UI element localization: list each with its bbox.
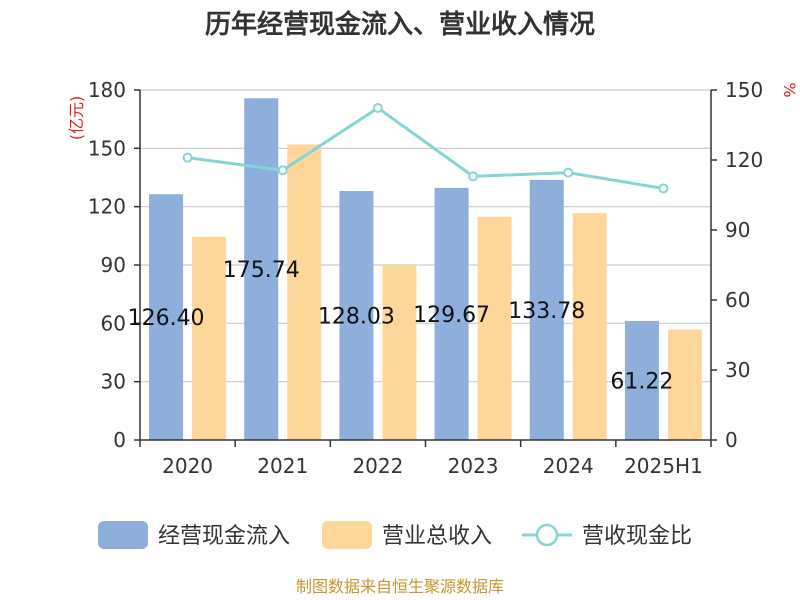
x-tick-label: 2021 (257, 454, 308, 478)
left-tick-label: 60 (101, 311, 126, 335)
line-point (182, 152, 193, 163)
bar-revenue (287, 144, 322, 440)
axes (134, 89, 717, 447)
left-tick-label: 90 (101, 253, 126, 277)
line-ratio (187, 106, 664, 190)
bar-revenue (192, 236, 227, 440)
bar-cash-inflow (624, 320, 659, 440)
line-series (182, 102, 669, 194)
legend-label-cash-inflow: 经营现金流入 (158, 524, 290, 549)
x-tick-label: 2022 (352, 454, 403, 478)
x-tick-label: 2025H1 (624, 454, 703, 478)
right-tick-label: 0 (725, 428, 738, 452)
data-label-cash-inflow: 133.78 (508, 299, 585, 324)
legend: 经营现金流入 营业总收入 营收现金比 (98, 521, 692, 549)
legend-swatch-revenue (322, 521, 372, 549)
x-tick-label: 2024 (543, 454, 594, 478)
left-tick-label: 30 (101, 370, 126, 394)
gridlines (140, 89, 711, 383)
left-tick-label: 180 (88, 78, 126, 102)
right-tick-label: 30 (725, 358, 750, 382)
data-labels: 126.40 175.74 128.03 129.67 133.78 61.22 (128, 258, 674, 394)
data-label-cash-inflow: 61.22 (610, 369, 673, 394)
bar-cash-inflow (244, 98, 279, 441)
bar-cash-inflow (529, 179, 564, 440)
legend-label-ratio: 营收现金比 (582, 524, 692, 549)
left-tick-label: 120 (88, 195, 126, 219)
bar-cash-inflow (149, 194, 184, 440)
legend-swatch-cash-inflow (98, 521, 148, 549)
bar-revenue (572, 213, 607, 440)
data-label-cash-inflow: 126.40 (128, 306, 205, 331)
tick-labels: 0 30 60 90 120 150 180 0 30 60 90 120 150 2020 2021 202… (88, 78, 763, 478)
line-point (468, 171, 479, 182)
left-tick-label: 150 (88, 136, 126, 160)
bar-series (149, 98, 702, 441)
right-tick-label: 60 (725, 288, 750, 312)
bar-revenue (382, 265, 417, 440)
line-point (658, 183, 669, 194)
legend-label-revenue: 营业总收入 (382, 524, 492, 549)
chart-title: 历年经营现金流入、营业收入情况 (205, 9, 595, 40)
data-label-cash-inflow: 175.74 (223, 258, 300, 283)
right-axis-unit: % (780, 82, 799, 97)
x-tick-label: 2023 (448, 454, 499, 478)
right-tick-label: 150 (725, 78, 763, 102)
right-tick-label: 90 (725, 218, 750, 242)
line-point (372, 102, 383, 113)
bar-revenue (667, 329, 702, 440)
data-label-cash-inflow: 129.67 (413, 303, 490, 328)
legend-marker-ratio (535, 523, 559, 547)
data-label-cash-inflow: 128.03 (318, 305, 395, 330)
right-tick-label: 120 (725, 148, 763, 172)
line-point (563, 167, 574, 178)
bar-cash-inflow (434, 187, 469, 440)
left-axis-unit: (亿元) (67, 96, 86, 141)
bar-cash-inflow (339, 191, 374, 440)
source-note: 制图数据来自恒生聚源数据库 (296, 577, 504, 596)
left-tick-label: 0 (113, 428, 126, 452)
line-point (277, 165, 288, 176)
bar-revenue (477, 216, 512, 440)
x-tick-label: 2020 (162, 454, 213, 478)
